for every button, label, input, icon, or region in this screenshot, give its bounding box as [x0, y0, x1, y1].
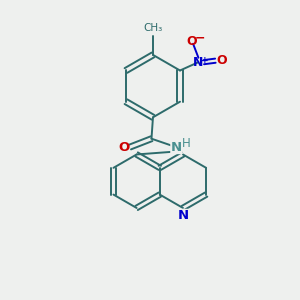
Text: N: N — [177, 209, 188, 222]
Text: N: N — [193, 56, 204, 69]
Text: H: H — [182, 137, 191, 150]
Text: O: O — [118, 141, 129, 154]
Text: N: N — [171, 140, 182, 154]
Text: −: − — [194, 31, 205, 44]
Text: O: O — [186, 35, 197, 48]
Text: CH₃: CH₃ — [143, 23, 163, 34]
Text: O: O — [216, 54, 226, 67]
Text: +: + — [201, 56, 209, 65]
